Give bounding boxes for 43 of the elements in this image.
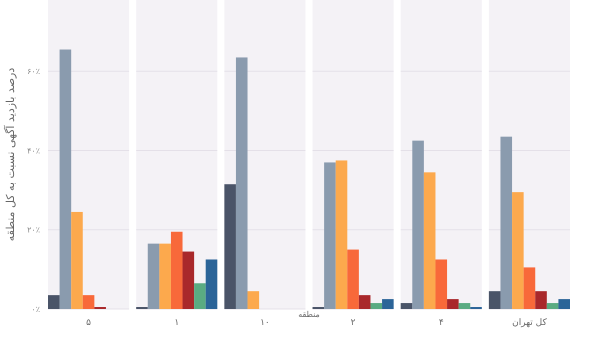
bar: [82, 295, 94, 309]
bar: [488, 291, 500, 309]
x-tick-label: ۲: [350, 318, 356, 328]
bar: [512, 192, 524, 309]
bar: [248, 291, 260, 309]
y-tick-label: ۲۰٪: [27, 226, 40, 235]
bar: [358, 295, 370, 309]
bar: [412, 140, 424, 309]
y-tick-label: ۶۰٪: [27, 67, 40, 76]
bar: [382, 299, 394, 309]
bar: [447, 299, 459, 309]
bar: [48, 295, 60, 309]
bar: [206, 259, 218, 309]
y-tick-label: ۰٪: [31, 304, 40, 314]
bar: [159, 244, 171, 309]
bar: [148, 244, 160, 309]
x-tick-label: ۵: [86, 318, 92, 328]
y-tick-label: ۴۰٪: [27, 146, 40, 156]
x-tick-label: کل تهران: [512, 318, 548, 328]
bar: [400, 303, 412, 309]
bar: [424, 172, 436, 309]
bar: [182, 252, 194, 309]
bar: [347, 250, 359, 309]
bar: [524, 267, 536, 309]
bar: [370, 303, 382, 309]
y-axis-title: درصد بازدید آگهی نسبت به کل منطقه: [3, 68, 17, 242]
bar: [324, 162, 336, 309]
bar: [194, 283, 206, 309]
bar: [500, 136, 512, 309]
x-tick-label: ۱۰: [260, 318, 270, 328]
bar: [60, 50, 72, 309]
bar: [546, 303, 558, 309]
bar: [170, 232, 183, 309]
x-tick-label: ۱: [174, 318, 180, 328]
x-tick-label: ۴: [438, 318, 444, 328]
bar: [236, 57, 248, 309]
bar: [458, 303, 470, 309]
bar: [558, 299, 570, 309]
x-axis-title: منطقه: [298, 310, 320, 319]
bar: [71, 212, 83, 309]
bar: [535, 291, 547, 309]
bar: [435, 259, 448, 309]
bar: [336, 160, 348, 309]
